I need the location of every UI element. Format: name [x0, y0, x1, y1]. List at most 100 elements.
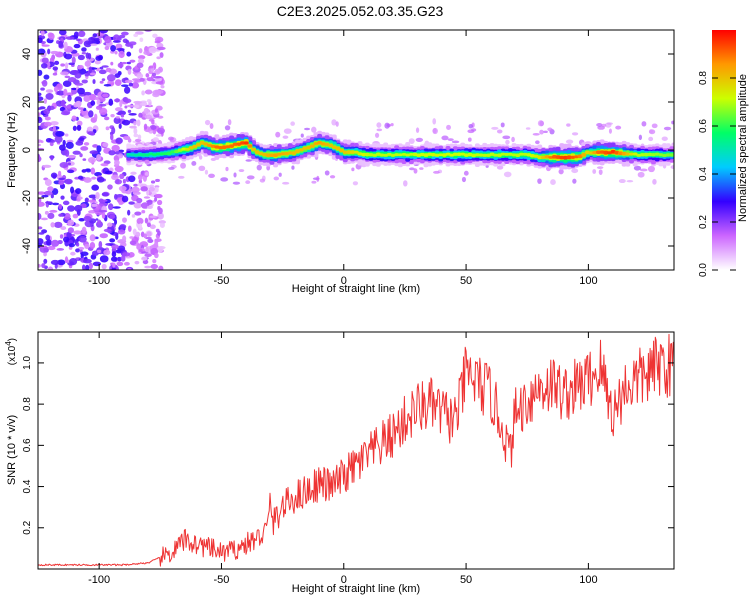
noise-speck [136, 217, 144, 225]
y-tick-label: -20 [21, 190, 33, 206]
noise-speck [115, 137, 123, 144]
noise-speck [99, 233, 108, 239]
faint-speck [467, 137, 472, 142]
noise-speck [63, 41, 68, 49]
faint-speck [461, 176, 467, 183]
ridge-cell [306, 145, 312, 150]
noise-speck [146, 222, 151, 228]
noise-speck [112, 34, 121, 42]
faint-speck [550, 179, 556, 186]
faint-speck [441, 135, 449, 141]
faint-speck [592, 169, 597, 174]
faint-speck [661, 136, 668, 141]
noise-speck [146, 199, 153, 205]
noise-speck [78, 137, 85, 141]
noise-speck [156, 56, 161, 60]
faint-speck [351, 167, 355, 172]
noise-speck [79, 153, 83, 158]
noise-speck [43, 108, 50, 115]
noise-speck [38, 69, 43, 76]
ridge-cell [203, 142, 209, 146]
faint-speck [419, 167, 424, 170]
noise-speck [159, 52, 164, 58]
noise-speck [100, 163, 109, 167]
x-tick-label: 0 [341, 574, 347, 586]
ridge-cell [394, 153, 400, 157]
noise-speck [84, 197, 89, 203]
noise-speck [137, 134, 142, 140]
faint-speck [178, 175, 185, 179]
faint-speck [245, 159, 252, 162]
noise-speck [83, 40, 92, 48]
faint-speck [198, 165, 206, 172]
noise-speck [136, 73, 144, 79]
ridge-cell [144, 153, 150, 157]
noise-speck [76, 242, 80, 247]
noise-speck [108, 203, 114, 211]
noise-speck [122, 217, 127, 223]
noise-speck [94, 113, 98, 121]
noise-speck [60, 63, 66, 67]
noise-speck [45, 92, 54, 100]
faint-speck [204, 169, 209, 175]
noise-speck [58, 41, 64, 48]
ridge-cell [537, 155, 543, 160]
noise-speck [92, 79, 96, 84]
spectrogram-y-ticks: -40 -20 0 20 40 [21, 48, 674, 254]
snr-y-ticks: 0.2 0.4 0.6 0.8 1.0 [22, 356, 674, 535]
noise-speck [115, 43, 123, 50]
noise-speck [133, 104, 140, 109]
ridge-cell [493, 153, 499, 157]
noise-speck [99, 80, 104, 84]
faint-speck [245, 180, 251, 185]
noise-speck [118, 123, 122, 129]
noise-speck [130, 171, 137, 175]
noise-speck [60, 71, 69, 76]
noise-speck [38, 107, 43, 111]
noise-speck [64, 178, 73, 185]
x-tick-label: 0 [341, 275, 347, 287]
noise-speck [111, 251, 117, 258]
noise-speck [89, 150, 99, 155]
noise-speck [67, 219, 75, 226]
noise-speck [47, 48, 51, 55]
noise-speck [96, 145, 102, 153]
ridge-cell [478, 153, 484, 157]
noise-speck [70, 251, 76, 256]
noise-speck [67, 77, 77, 83]
faint-speck [432, 128, 437, 134]
noise-speck [128, 252, 135, 258]
noise-speck [144, 89, 153, 95]
ridge-cell [265, 153, 271, 158]
noise-speck [99, 107, 108, 116]
noise-speck [134, 138, 142, 143]
figure-title: C2E3.2025.052.03.35.G23 [277, 3, 444, 19]
noise-speck [43, 258, 48, 264]
faint-speck [547, 127, 553, 132]
noise-speck [136, 62, 144, 69]
ridge-cell [643, 152, 649, 157]
noise-speck [86, 126, 93, 132]
spectrogram-xlabel: Height of straight line (km) [292, 283, 420, 295]
noise-speck [38, 116, 43, 124]
noise-speck [96, 154, 102, 161]
noise-speck [95, 218, 99, 221]
ridge-cell [309, 144, 315, 148]
noise-speck [111, 244, 119, 250]
noise-speck [77, 30, 86, 38]
faint-speck [415, 127, 420, 133]
noise-speck [141, 90, 145, 96]
faint-speck [596, 123, 603, 127]
faint-speck [511, 136, 515, 143]
x-tick-label: -100 [88, 574, 110, 586]
faint-speck [525, 127, 531, 130]
noise-speck [138, 223, 143, 230]
noise-speck [124, 79, 133, 84]
noise-speck [75, 38, 81, 42]
noise-speck [123, 86, 131, 94]
ridge-cell [192, 144, 198, 149]
ridge-cell [617, 151, 623, 156]
noise-speck [38, 212, 42, 221]
faint-speck [316, 175, 320, 182]
